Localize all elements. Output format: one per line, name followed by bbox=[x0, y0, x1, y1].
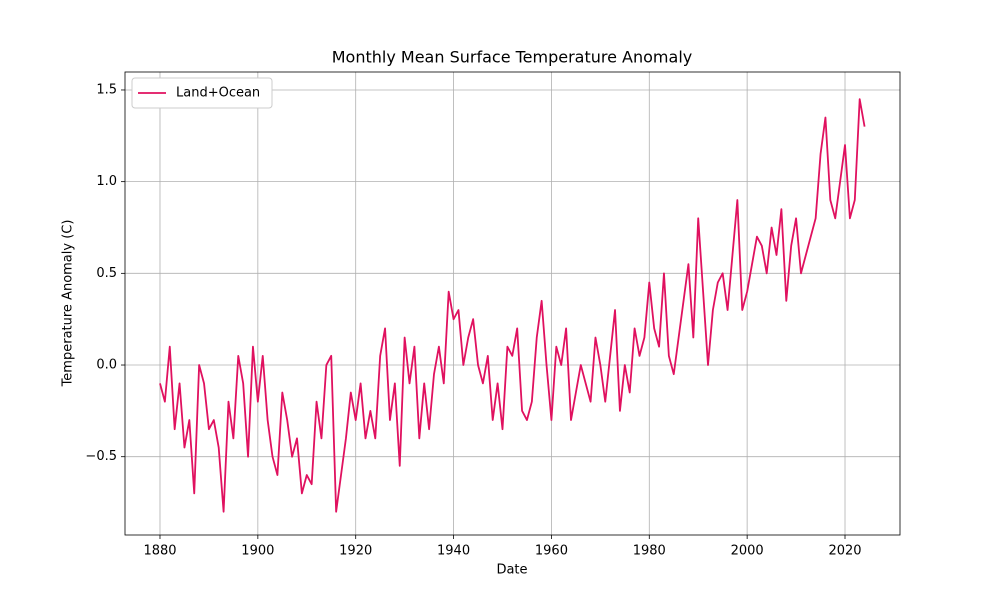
y-tick-label: 0.5 bbox=[96, 266, 117, 281]
x-tick-label: 1920 bbox=[339, 544, 372, 559]
x-tick-label: 1940 bbox=[437, 544, 470, 559]
plot-frame bbox=[124, 71, 901, 536]
y-tick-label: 1.5 bbox=[96, 82, 117, 97]
x-axis-label: Date bbox=[496, 563, 527, 578]
y-tick-label: −0.5 bbox=[85, 449, 117, 464]
x-tick-label: 1980 bbox=[633, 544, 666, 559]
y-tick-label: 0.0 bbox=[96, 358, 117, 373]
x-tick-label: 1880 bbox=[143, 544, 176, 559]
x-tick-label: 1960 bbox=[535, 544, 568, 559]
x-tick-label: 2020 bbox=[828, 544, 861, 559]
data-line bbox=[159, 98, 866, 513]
y-tick-label: 1.0 bbox=[96, 174, 117, 189]
legend-box bbox=[131, 77, 273, 109]
y-axis-label: Temperature Anomaly (C) bbox=[61, 220, 76, 388]
x-tick-label: 2000 bbox=[731, 544, 764, 559]
legend-label: Land+Ocean bbox=[176, 86, 260, 101]
x-tick-label: 1900 bbox=[241, 544, 274, 559]
chart-title: Monthly Mean Surface Temperature Anomaly bbox=[332, 48, 692, 67]
